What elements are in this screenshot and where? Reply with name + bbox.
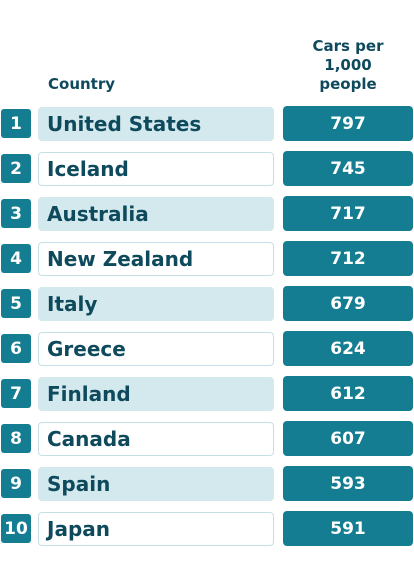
- value-header-line-2: 1,000: [324, 56, 372, 74]
- value-column-header: Cars per 1,000 people: [283, 37, 413, 94]
- rank-badge: 8: [1, 424, 31, 453]
- cars-per-1000-value: 612: [283, 376, 413, 411]
- cars-per-1000-value: 591: [283, 511, 413, 546]
- table-row: 4 New Zealand 712: [0, 241, 414, 277]
- rank-badge: 4: [1, 244, 31, 273]
- cars-per-1000-value: 717: [283, 196, 413, 231]
- rank-badge: 3: [1, 199, 31, 228]
- country-name: Greece: [38, 332, 274, 366]
- country-name: Spain: [38, 467, 274, 501]
- cars-per-1000-value: 624: [283, 331, 413, 366]
- country-name: United States: [38, 107, 274, 141]
- country-name: New Zealand: [38, 242, 274, 276]
- cars-per-1000-value: 797: [283, 106, 413, 141]
- table-row: 10 Japan 591: [0, 511, 414, 547]
- country-name: Iceland: [38, 152, 274, 186]
- table-row: 5 Italy 679: [0, 286, 414, 322]
- country-name: Canada: [38, 422, 274, 456]
- rank-badge: 9: [1, 469, 31, 498]
- table-row: 9 Spain 593: [0, 466, 414, 502]
- table-row: 7 Finland 612: [0, 376, 414, 412]
- cars-per-1000-value: 593: [283, 466, 413, 501]
- cars-per-1000-value: 679: [283, 286, 413, 321]
- rank-badge: 1: [1, 109, 31, 138]
- cars-per-1000-value: 712: [283, 241, 413, 276]
- table-row: 1 United States 797: [0, 106, 414, 142]
- country-name: Australia: [38, 197, 274, 231]
- cars-per-1000-value: 745: [283, 151, 413, 186]
- country-name: Finland: [38, 377, 274, 411]
- rank-badge: 7: [1, 379, 31, 408]
- country-name: Italy: [38, 287, 274, 321]
- country-name: Japan: [38, 512, 274, 546]
- rank-badge: 5: [1, 289, 31, 318]
- country-column-header: Country: [48, 75, 116, 93]
- table-row: 3 Australia 717: [0, 196, 414, 232]
- value-header-line-1: Cars per: [312, 37, 384, 55]
- rank-badge: 10: [1, 514, 31, 543]
- table-row: 2 Iceland 745: [0, 151, 414, 187]
- table-row: 8 Canada 607: [0, 421, 414, 457]
- rank-badge: 6: [1, 334, 31, 363]
- rank-badge: 2: [1, 154, 31, 183]
- value-header-line-3: people: [319, 75, 377, 93]
- table-row: 6 Greece 624: [0, 331, 414, 367]
- cars-per-1000-value: 607: [283, 421, 413, 456]
